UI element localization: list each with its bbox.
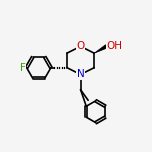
Text: OH: OH: [107, 41, 123, 51]
Polygon shape: [94, 45, 107, 53]
Text: F: F: [20, 63, 26, 73]
Text: O: O: [76, 41, 85, 51]
Text: N: N: [77, 69, 84, 79]
